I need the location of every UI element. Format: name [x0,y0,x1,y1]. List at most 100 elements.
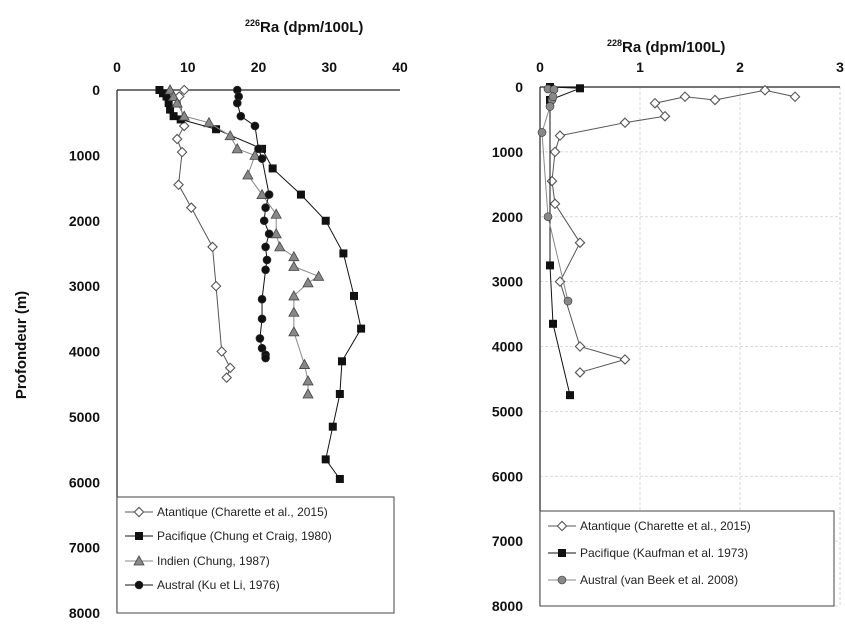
data-point [335,474,344,483]
data-point [210,280,222,292]
data-point [288,290,300,301]
data-point [259,216,269,226]
data-point [185,202,197,214]
y-tick-label: 6000 [69,474,100,490]
legend-label: Pacifique (Chung et Craig, 1980) [157,529,332,543]
data-point [619,117,631,129]
legend-label: Pacifique (Kaufman et al. 1973) [580,546,748,560]
x-tick-label: 3 [836,59,844,75]
data-point [549,198,561,210]
right-chart: 228Ra (dpm/100L) 0 1 2 3 0 1000 2000 3000 4000 5… [492,38,844,614]
data-point [270,228,282,239]
legend-label: Atantique (Charette et al., 2015) [580,519,751,533]
right-y-tick-labels: 0 1000 2000 3000 4000 5000 6000 7000 8000 [492,79,523,614]
data-point [224,362,236,374]
data-point [171,133,183,145]
data-point [250,121,260,131]
data-point [576,84,584,93]
y-tick-label: 0 [92,82,100,98]
data-point [264,190,274,199]
y-tick-label: 7000 [492,533,523,549]
series-line [176,89,231,378]
x-tick-label: 20 [251,59,267,75]
data-point [231,143,243,154]
data-point [563,296,573,306]
data-point [789,91,801,103]
y-tick-label: 6000 [492,468,523,484]
x-tick-label: 10 [180,59,196,75]
data-point [249,149,261,160]
data-point [261,265,270,275]
right-title-sup: 228 [607,38,622,48]
data-point [212,125,221,134]
data-point [350,291,359,300]
y-tick-label: 7000 [69,540,100,556]
right-series [537,83,801,400]
data-point [162,92,171,101]
data-point [288,250,300,262]
series-3 [232,85,274,363]
legend-box [539,510,835,607]
data-point [261,242,270,252]
data-point [178,84,190,96]
y-tick-label: 5000 [492,403,523,419]
legend-marker [133,506,145,518]
legend-marker [135,532,143,540]
x-tick-label: 2 [736,59,744,75]
data-point [274,241,286,252]
legend-label: Atantique (Charette et al., 2015) [157,505,328,519]
data-point [270,208,282,219]
data-point [298,358,311,369]
data-point [232,98,242,108]
data-point [357,324,366,333]
data-point [302,277,314,288]
data-point [257,314,267,324]
data-point [261,353,270,363]
y-tick-label: 3000 [69,278,100,294]
data-point [574,237,586,249]
data-point [178,110,190,121]
data-point [207,241,218,253]
series-0 [546,84,801,378]
data-point [566,391,574,400]
data-point [302,388,314,399]
data-point [328,422,337,431]
left-chart: 226Ra (dpm/100L) Profondeur (m) 0 10 20 30 4… [13,18,408,621]
data-point [167,90,180,101]
data-point [709,94,721,106]
data-point [224,129,236,141]
series-2 [537,84,573,306]
data-point [679,91,691,103]
legend-label: Austral (van Beek et al. 2008) [580,573,738,587]
data-point [262,255,272,265]
data-point [543,212,553,222]
data-point [236,111,246,121]
series-0 [171,84,236,384]
data-point [257,154,267,163]
x-tick-label: 30 [321,59,337,75]
series-line [541,88,569,302]
data-point [166,105,175,114]
data-point [312,270,325,281]
data-point [619,354,631,365]
legend-label: Austral (Ku et Li, 1976) [157,578,280,592]
data-point [574,341,586,352]
data-point [321,216,330,225]
left-x-tick-labels: 0 10 20 30 40 [113,59,408,75]
legend-marker [556,520,568,532]
data-point [649,97,661,109]
y-tick-label: 4000 [69,344,100,360]
data-point [288,326,300,337]
data-point [339,249,348,258]
legend-marker [134,580,144,590]
data-point [546,175,558,187]
left-title-main: Ra (dpm/100L) [260,19,363,36]
y-tick-label: 1000 [492,144,523,160]
series-line [549,86,581,396]
y-tick-label: 1000 [69,147,100,163]
data-point [288,306,300,317]
left-y-tick-labels: 0 1000 2000 3000 4000 5000 6000 7000 8000 [69,82,100,621]
data-point [545,102,555,111]
left-legend: Atantique (Charette et al., 2015) Pacifiq… [116,496,395,614]
